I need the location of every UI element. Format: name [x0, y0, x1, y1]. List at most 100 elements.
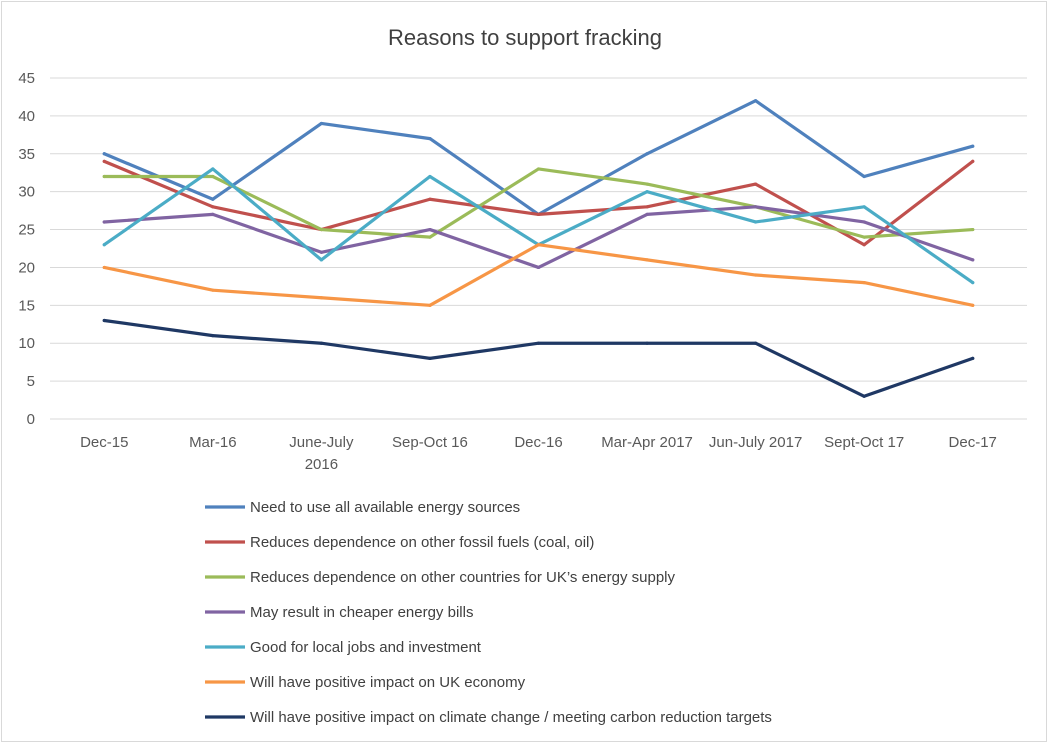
data-point — [211, 205, 215, 209]
x-tick-label-line: Dec-17 — [949, 434, 997, 451]
legend-item: Need to use all available energy sources — [205, 499, 520, 516]
x-tick-label: Mar-Apr 2017 — [601, 434, 693, 451]
legend-label: Will have positive impact on UK economy — [250, 674, 526, 691]
x-tick-label: Mar-16 — [189, 434, 237, 451]
data-point — [102, 220, 106, 224]
chart-title: Reasons to support fracking — [388, 25, 662, 50]
y-tick-label: 35 — [18, 146, 35, 163]
data-point — [645, 182, 649, 186]
data-point — [536, 265, 541, 270]
legend-item: Reduces dependence on other fossil fuels… — [205, 534, 594, 551]
data-point — [536, 167, 541, 171]
data-point — [754, 205, 758, 209]
x-tick-label: Dec-15 — [80, 434, 128, 451]
data-point — [319, 296, 323, 300]
data-point — [428, 197, 432, 201]
data-point — [645, 341, 649, 345]
data-point — [862, 235, 866, 239]
data-point — [971, 159, 975, 163]
data-point — [428, 356, 432, 360]
x-tick-label-line: Sept-Oct 17 — [824, 434, 904, 451]
y-tick-label: 45 — [18, 70, 35, 87]
data-point — [211, 197, 215, 201]
legend-item: Will have positive impact on UK economy — [205, 674, 526, 691]
legend-label: Reduces dependence on other fossil fuels… — [250, 534, 594, 551]
x-tick-label-line: Dec-15 — [80, 434, 128, 451]
x-tick-label: Dec-17 — [949, 434, 997, 451]
x-tick-label: Sept-Oct 17 — [824, 434, 904, 451]
data-point — [862, 220, 866, 224]
y-tick-label: 25 — [18, 222, 35, 239]
legend-label: Good for local jobs and investment — [250, 639, 482, 656]
data-point — [971, 258, 975, 262]
data-point — [971, 356, 975, 360]
data-point — [211, 334, 215, 338]
x-tick-label-line: Dec-16 — [514, 434, 562, 451]
data-point — [428, 235, 432, 239]
data-point — [971, 281, 975, 285]
data-point — [211, 212, 215, 216]
series-line — [102, 99, 975, 216]
data-point — [645, 190, 649, 194]
data-point — [319, 341, 323, 345]
legend-item: Will have positive impact on climate cha… — [205, 709, 772, 726]
data-point — [645, 258, 649, 262]
data-point — [319, 121, 323, 126]
data-point — [862, 243, 866, 247]
data-point — [428, 227, 432, 232]
y-axis: 0 5 10 15 20 25 30 35 40 45 — [18, 70, 35, 428]
data-point — [428, 303, 432, 307]
y-tick-label: 30 — [18, 184, 35, 201]
series-line — [102, 243, 975, 307]
data-point — [971, 303, 975, 307]
legend-item: Reduces dependence on other countries fo… — [205, 569, 675, 586]
x-tick-label: Sep-Oct 16 — [392, 434, 468, 451]
legend: Need to use all available energy sources… — [205, 499, 772, 726]
data-point — [862, 394, 866, 398]
y-tick-label: 20 — [18, 259, 35, 276]
data-point — [319, 227, 323, 232]
series-line — [102, 167, 975, 285]
x-tick-label-line: Mar-16 — [189, 434, 237, 451]
y-tick-label: 0 — [27, 411, 35, 428]
x-tick-label-line: Mar-Apr 2017 — [601, 434, 693, 451]
x-tick-label-line: Sep-Oct 16 — [392, 434, 468, 451]
data-point — [102, 265, 106, 270]
data-point — [536, 243, 541, 247]
legend-label: Need to use all available energy sources — [250, 499, 520, 516]
data-point — [971, 227, 975, 232]
data-point — [862, 281, 866, 285]
data-point — [211, 288, 215, 292]
data-point — [645, 152, 649, 156]
legend-label: Will have positive impact on climate cha… — [250, 709, 772, 726]
data-point — [645, 212, 649, 216]
data-point — [428, 137, 432, 141]
data-point — [754, 99, 758, 103]
data-point — [862, 205, 866, 209]
data-point — [754, 182, 758, 186]
data-point — [754, 220, 758, 224]
y-tick-label: 10 — [18, 335, 35, 352]
gridlines — [50, 77, 1027, 420]
data-point — [428, 174, 432, 179]
data-point — [536, 212, 541, 216]
data-point — [211, 174, 215, 179]
legend-label: May result in cheaper energy bills — [250, 604, 473, 621]
x-tick-label-line: 2016 — [305, 456, 338, 473]
data-point — [754, 273, 758, 277]
data-point — [102, 159, 106, 163]
series-line — [102, 167, 975, 239]
data-point — [102, 243, 106, 247]
x-tick-label: Dec-16 — [514, 434, 562, 451]
x-tick-label: June-July 2016 — [289, 434, 354, 473]
y-tick-label: 5 — [27, 373, 35, 390]
data-point — [754, 341, 758, 345]
y-tick-label: 40 — [18, 108, 35, 125]
series-lines — [102, 99, 975, 398]
data-point — [645, 205, 649, 209]
x-axis: Dec-15 Mar-16 June-July 2016 Sep-Oct 16 Dec-1… — [80, 434, 997, 473]
series-line — [102, 318, 975, 398]
data-point — [971, 144, 975, 148]
